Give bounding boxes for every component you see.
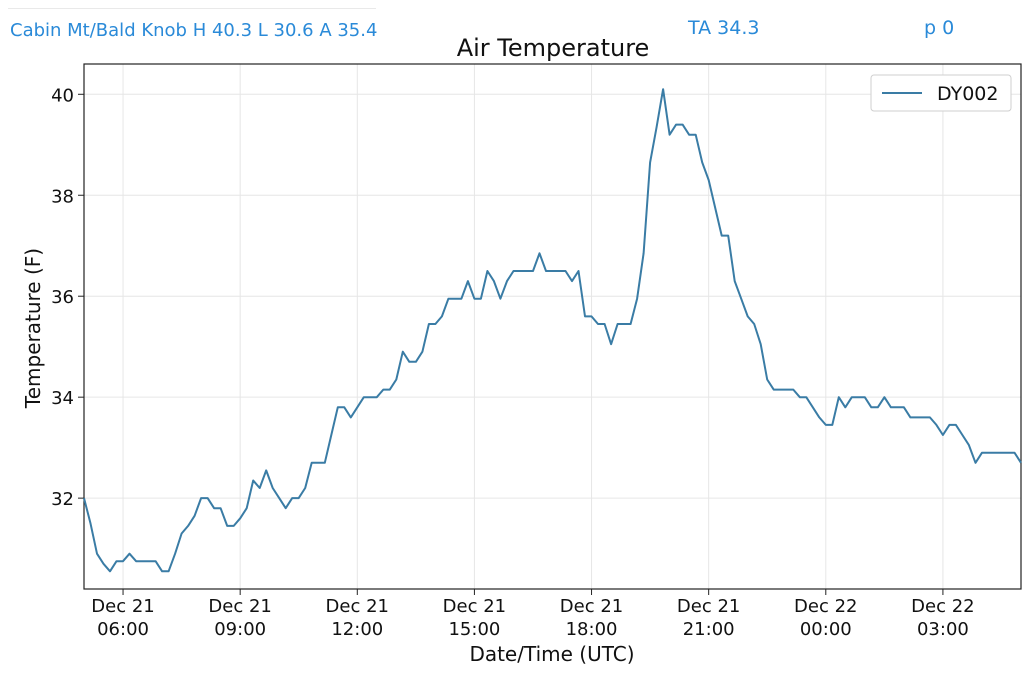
x-tick-label-time: 15:00 bbox=[448, 619, 500, 640]
x-tick-label-time: 03:00 bbox=[917, 619, 969, 640]
air-temp-readout: TA 34.3 bbox=[688, 17, 760, 39]
x-tick-label-date: Dec 21 bbox=[91, 596, 154, 617]
x-tick-label-time: 09:00 bbox=[214, 619, 266, 640]
x-tick-label-time: 12:00 bbox=[331, 619, 383, 640]
x-tick-label-time: 00:00 bbox=[800, 619, 852, 640]
x-tick-label-date: Dec 21 bbox=[443, 596, 506, 617]
chart-title: Air Temperature bbox=[457, 34, 650, 62]
y-tick-label: 32 bbox=[51, 489, 74, 510]
x-tick-label-date: Dec 21 bbox=[208, 596, 271, 617]
x-tick-label-time: 06:00 bbox=[97, 619, 149, 640]
header-divider bbox=[8, 8, 376, 9]
plot-area bbox=[83, 63, 1022, 590]
y-tick-label: 38 bbox=[51, 186, 74, 207]
y-axis: 32 34 36 38 40 bbox=[51, 85, 84, 510]
series-line-dy002 bbox=[83, 88, 1022, 573]
x-tick-label-date: Dec 22 bbox=[794, 596, 857, 617]
x-tick-label-time: 21:00 bbox=[683, 619, 735, 640]
x-axis-label: Date/Time (UTC) bbox=[469, 642, 634, 666]
x-tick-label-time: 18:00 bbox=[566, 619, 618, 640]
x-tick-label-date: Dec 21 bbox=[326, 596, 389, 617]
legend-label-dy002: DY002 bbox=[937, 83, 998, 105]
legend: DY002 bbox=[870, 74, 1012, 112]
x-tick-label-date: Dec 21 bbox=[677, 596, 740, 617]
precip-readout: p 0 bbox=[924, 17, 955, 39]
y-tick-label: 40 bbox=[51, 85, 74, 106]
y-axis-label: Temperature (F) bbox=[21, 248, 45, 409]
grid-lines bbox=[84, 64, 1021, 589]
station-summary: Cabin Mt/Bald Knob H 40.3 L 30.6 A 35.4 bbox=[10, 20, 378, 41]
x-tick-label-date: Dec 21 bbox=[560, 596, 623, 617]
y-tick-label: 36 bbox=[51, 287, 74, 308]
y-tick-label: 34 bbox=[51, 388, 74, 409]
x-tick-label-date: Dec 22 bbox=[911, 596, 974, 617]
legend-box bbox=[870, 74, 1012, 112]
